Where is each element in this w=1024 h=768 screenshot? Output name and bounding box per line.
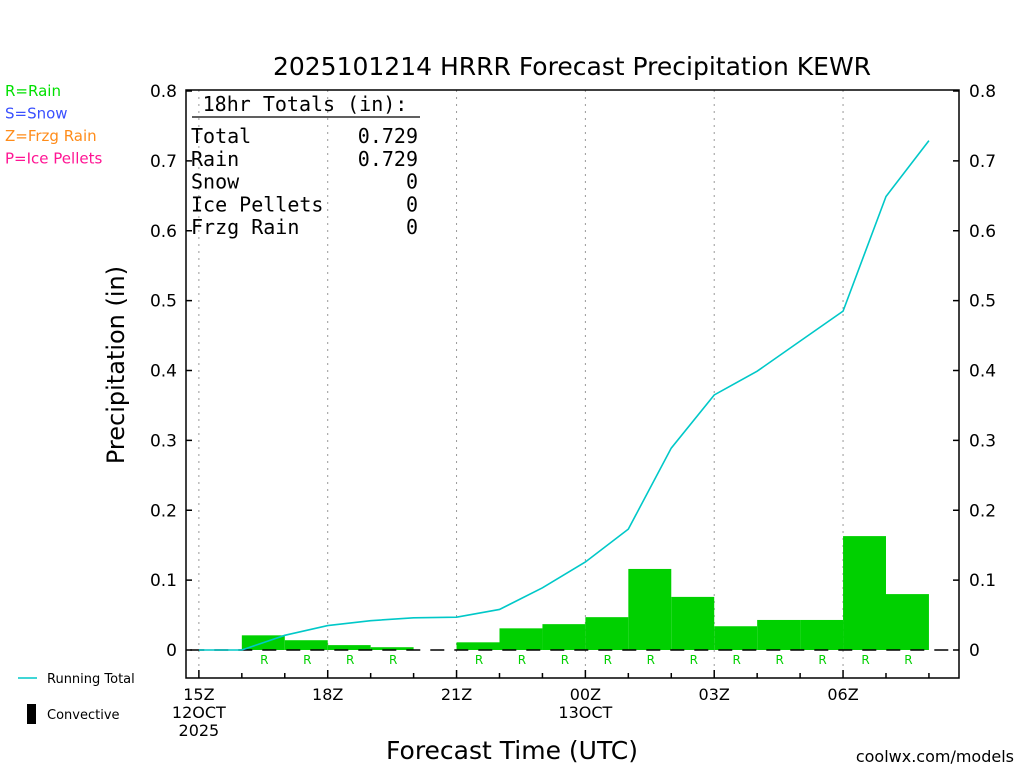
- precip-type-label: R: [518, 653, 526, 667]
- y-axis-right: 0 0.1 0.2 0.3 0.4 0.5 0.6 0.7 0.8: [953, 82, 996, 661]
- y-tick-label-left: 0: [166, 641, 177, 661]
- precip-bar: [800, 619, 844, 650]
- totals-row-value: 0: [406, 215, 418, 239]
- y-tick-label-left: 0.2: [150, 501, 177, 521]
- y-tick-label-left: 0.4: [150, 362, 177, 382]
- x-tick-label: 00Z: [570, 685, 601, 704]
- y-tick-label-right: 0.5: [969, 292, 996, 312]
- chart-title: 2025101214 HRRR Forecast Precipitation K…: [273, 52, 871, 81]
- convective-legend-swatch: [27, 704, 36, 724]
- precip-type-label: R: [260, 653, 268, 667]
- precip-type-label: R: [303, 653, 311, 667]
- totals-row-label: Ice Pellets: [191, 192, 323, 216]
- precip-bar: [843, 536, 886, 650]
- precip-type-legend-item: S=Snow: [5, 105, 68, 123]
- precip-bar: [542, 624, 586, 650]
- credit-text: coolwx.com/models: [856, 747, 1014, 766]
- running-total-line: [198, 140, 930, 651]
- x-tick-label: 06Z: [827, 685, 858, 704]
- totals-row-value: 0: [406, 170, 418, 194]
- totals-row-label: Rain: [191, 147, 239, 171]
- series-legend-label: Convective: [47, 708, 120, 723]
- totals-row-value: 0: [406, 192, 418, 216]
- precip-type-legend: R=Rain S=Snow Z=Frzg Rain P=Ice Pellets: [5, 82, 102, 168]
- y-tick-label-left: 0.3: [150, 431, 177, 451]
- precip-type-label: R: [647, 653, 655, 667]
- x-axis-label: Forecast Time (UTC): [386, 736, 638, 765]
- y-tick-label-left: 0.8: [150, 82, 177, 102]
- x-tick-label: 15Z: [183, 685, 214, 704]
- y-tick-label-right: 0.8: [969, 82, 996, 102]
- y-tick-label-right: 0: [969, 641, 980, 661]
- series-legend: Running Total Convective: [18, 672, 135, 724]
- precip-type-label: R: [733, 653, 741, 667]
- precip-type-label: R: [346, 653, 354, 667]
- y-tick-label-right: 0.2: [969, 501, 996, 521]
- bars: [241, 536, 929, 650]
- x-tick-label: 2025: [179, 721, 220, 740]
- precip-type-label: R: [818, 653, 826, 667]
- precip-type-label: R: [861, 653, 869, 667]
- running-total-polyline: [198, 140, 930, 651]
- precip-bar: [671, 596, 715, 650]
- precip-bar: [370, 647, 414, 650]
- y-tick-label-left: 0.1: [150, 571, 177, 591]
- y-tick-label-right: 0.6: [969, 222, 996, 242]
- y-tick-label-right: 0.1: [969, 571, 996, 591]
- precip-type-label: R: [775, 653, 783, 667]
- totals-row-label: Snow: [191, 170, 240, 194]
- grid-lines: [198, 90, 844, 678]
- x-tick-label: 21Z: [441, 685, 472, 704]
- y-tick-label-left: 0.7: [150, 152, 177, 172]
- precip-type-legend-item: P=Ice Pellets: [5, 150, 102, 168]
- totals-header: 18hr Totals (in):: [203, 92, 408, 116]
- precip-type-label: R: [475, 653, 483, 667]
- x-tick-label: 12OCT: [172, 703, 226, 722]
- totals-row-label: Frzg Rain: [191, 215, 299, 239]
- precip-bar: [284, 640, 328, 650]
- precip-bar: [714, 626, 758, 650]
- precip-bar: [885, 594, 929, 650]
- precip-bar: [628, 568, 672, 650]
- precip-bar: [456, 642, 500, 650]
- y-tick-label-left: 0.5: [150, 292, 177, 312]
- x-tick-label: 18Z: [312, 685, 343, 704]
- precip-bar: [327, 645, 371, 650]
- y-tick-label-right: 0.4: [969, 362, 996, 382]
- x-tick-label: 03Z: [699, 685, 730, 704]
- precip-type-label: R: [389, 653, 397, 667]
- y-tick-label-right: 0.3: [969, 431, 996, 451]
- plot-frame: [185, 89, 960, 679]
- totals-box: 18hr Totals (in): Total 0.729 Rain 0.729 Snow…: [191, 92, 420, 239]
- y-tick-label-left: 0.6: [150, 222, 177, 242]
- precip-type-label: R: [690, 653, 698, 667]
- y-axis-label: Precipitation (in): [102, 266, 130, 464]
- series-legend-label: Running Total: [47, 672, 135, 687]
- totals-row-value: 0.729: [358, 147, 418, 171]
- precip-bar: [585, 617, 629, 650]
- totals-row-value: 0.729: [358, 124, 418, 148]
- precip-bar: [757, 619, 801, 650]
- y-axis-left: 0 0.1 0.2 0.3 0.4 0.5 0.6 0.7 0.8: [150, 82, 192, 661]
- precip-type-label: R: [604, 653, 612, 667]
- y-tick-label-right: 0.7: [969, 152, 996, 172]
- precip-type-legend-item: Z=Frzg Rain: [5, 127, 97, 145]
- x-tick-label: 13OCT: [558, 703, 612, 722]
- precip-bar: [499, 628, 543, 650]
- precip-type-label: R: [904, 653, 912, 667]
- totals-row-label: Total: [191, 124, 251, 148]
- precip-type-label: R: [561, 653, 569, 667]
- precip-type-legend-item: R=Rain: [5, 82, 61, 100]
